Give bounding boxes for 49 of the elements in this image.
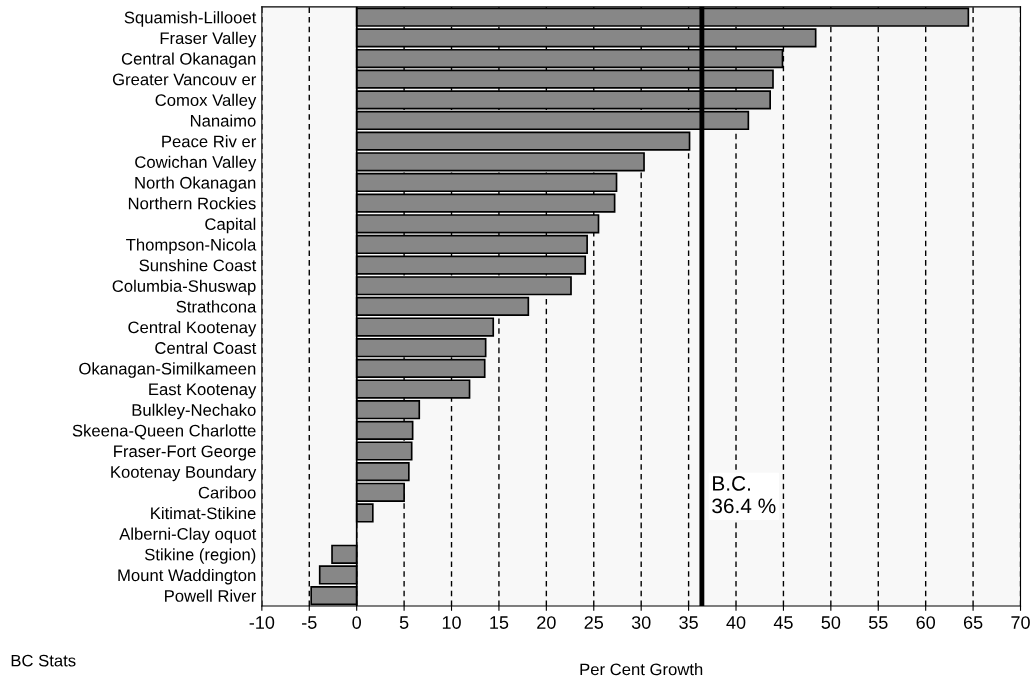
y-tick-label: Columbia-Shuswap <box>112 279 256 296</box>
x-tick-label: 70 <box>1011 616 1030 629</box>
y-tick-label: Skeena-Queen Charlotte <box>72 424 256 440</box>
y-tick-label: Fraser-Fort George <box>114 445 256 461</box>
y-tick-label: Capital <box>205 217 256 234</box>
y-tick-label: Central Kootenay <box>128 321 257 337</box>
x-tick-label: 10 <box>442 616 461 629</box>
y-tick-label: Central Okanagan <box>121 52 256 69</box>
y-tick-label: Fraser Valley <box>160 31 257 48</box>
y-tick-label: Greater Vancouv er <box>112 73 257 86</box>
x-tick-label: 40 <box>726 616 746 629</box>
y-tick-label: Nanaimo <box>190 114 256 127</box>
x-tick-label: 55 <box>868 616 888 629</box>
x-tick-label: 35 <box>679 616 698 629</box>
y-tick-label: Strathcona <box>176 300 257 313</box>
y-tick-label: Central Coast <box>155 341 257 354</box>
y-tick-label: Cariboo <box>198 486 256 499</box>
x-tick-label: 45 <box>773 616 793 629</box>
text: BC Stats <box>11 654 76 667</box>
x-tick-label: 15 <box>490 616 509 629</box>
y-tick-label: Squamish-Lillooet <box>124 11 257 27</box>
y-tick-label: Thompson-Nicola <box>126 238 257 254</box>
x-tick-label: 30 <box>631 616 651 629</box>
y-tick-label: Kootenay Boundary <box>111 465 257 482</box>
y-tick-label: Alberni-Clay oquot <box>119 527 257 544</box>
x-tick-label: 20 <box>537 616 556 629</box>
x-tick-label: -10 <box>249 616 275 629</box>
y-tick-label: Northern Rockies <box>128 197 256 210</box>
y-tick-label: North Okanagan <box>135 176 256 192</box>
x-axis-title: Per Cent Growth <box>580 663 703 676</box>
y-tick-label: Mount Waddington <box>118 568 256 585</box>
x-tick-label: -5 <box>302 616 317 629</box>
y-tick-label: Okanagan-Similkameen <box>79 362 256 378</box>
y-tick-label: Stikine (region) <box>144 548 256 564</box>
y-tick-label: East Kootenay <box>149 383 257 399</box>
x-tick-label: 0 <box>352 616 361 629</box>
ref-line-label: B.C. 36.4 % <box>712 476 776 514</box>
y-tick-label: Comox Valley <box>155 93 257 110</box>
y-tick-label: Bulkley-Nechako <box>132 403 256 420</box>
y-tick-label: Cowichan Valley <box>135 155 257 172</box>
y-tick-label: Powell River <box>165 589 257 602</box>
x-tick-label: 50 <box>821 616 841 629</box>
x-tick-label: 65 <box>963 616 983 629</box>
x-tick-label: 60 <box>916 616 936 629</box>
y-tick-label: Kitimat-Stikine <box>151 506 256 520</box>
y-tick-label: Peace Riv er <box>162 135 257 148</box>
x-tick-label: 25 <box>584 616 604 629</box>
x-tick-label: 5 <box>399 616 409 629</box>
y-tick-label: Sunshine Coast <box>139 259 257 272</box>
